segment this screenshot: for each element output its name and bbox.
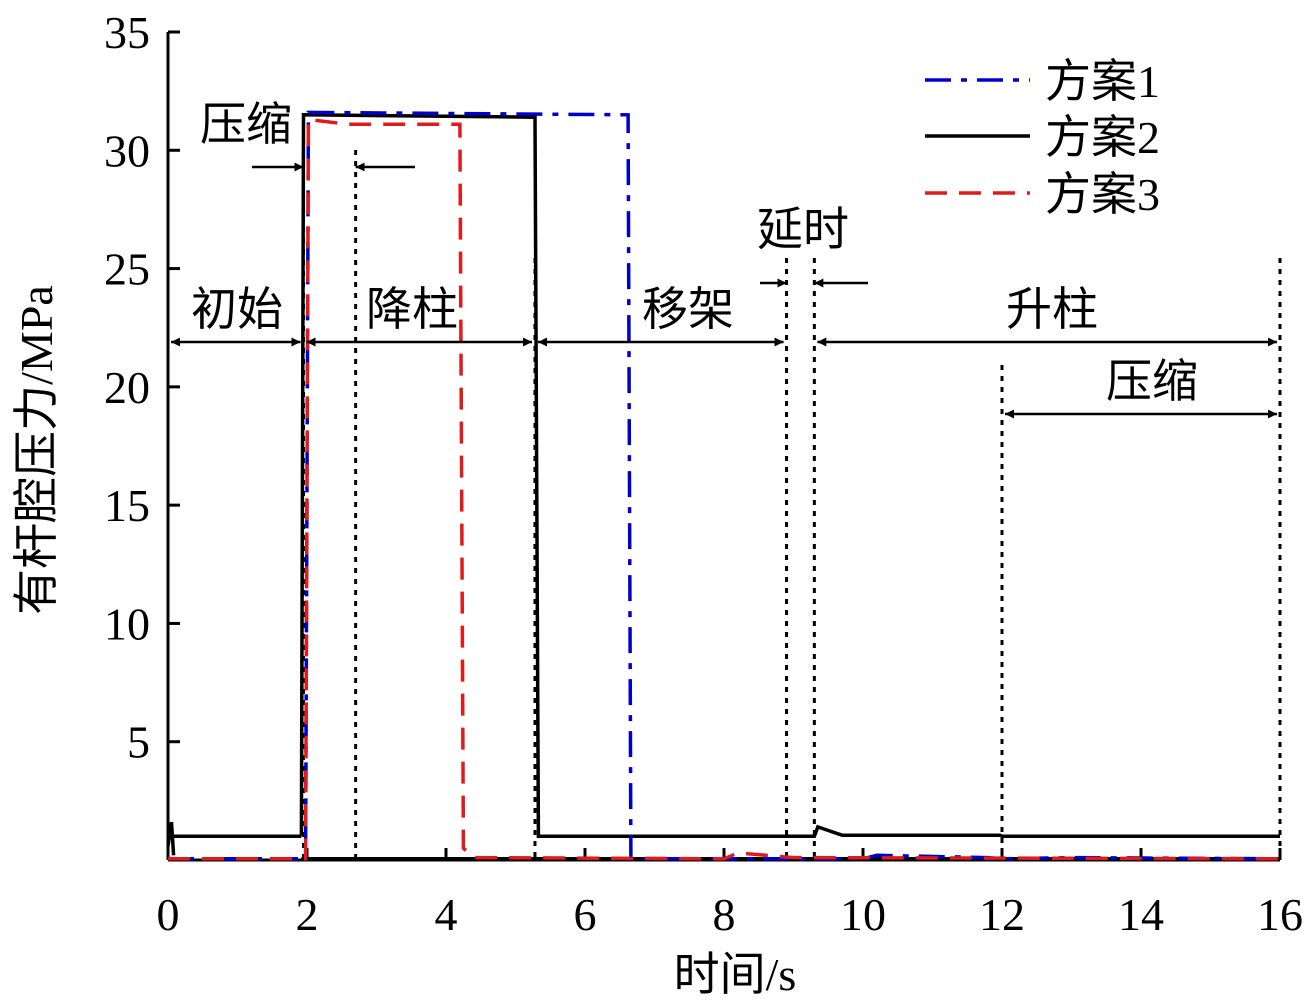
x-tick-label: 14 bbox=[1118, 889, 1164, 940]
y-tick-label: 10 bbox=[104, 598, 150, 649]
annot-label-compress-top: 压缩 bbox=[200, 99, 292, 150]
y-tick-label: 25 bbox=[104, 244, 150, 295]
y-tick-label: 5 bbox=[127, 717, 150, 768]
annot-label-move: 移架 bbox=[642, 284, 734, 335]
legend-label-1: 方案1 bbox=[1045, 56, 1160, 107]
x-tick-label: 12 bbox=[979, 889, 1025, 940]
x-tick-label: 6 bbox=[574, 889, 597, 940]
axes: 0 2 4 6 8 10 12 14 16 5 10 15 20 25 30 35 bbox=[104, 7, 1303, 940]
series-line-scheme2 bbox=[166, 821, 176, 856]
annot-label-delay: 延时 bbox=[757, 204, 849, 255]
y-tick-label: 20 bbox=[104, 362, 150, 413]
x-tick-label: 16 bbox=[1257, 889, 1303, 940]
series-line-scheme2 bbox=[299, 113, 1280, 839]
series-line-scheme3 bbox=[168, 117, 1281, 861]
legend-label-2: 方案2 bbox=[1045, 112, 1160, 163]
annot-label-compress-bottom: 压缩 bbox=[1106, 356, 1198, 407]
data-series bbox=[166, 110, 1281, 861]
phase-markers bbox=[302, 150, 1282, 860]
annot-label-raise: 升柱 bbox=[1006, 284, 1098, 335]
x-tick-label: 0 bbox=[157, 889, 180, 940]
y-tick-label: 15 bbox=[104, 480, 150, 531]
x-axis-title: 时间/s bbox=[674, 949, 797, 1000]
y-tick-label: 35 bbox=[104, 7, 150, 58]
annot-label-initial: 初始 bbox=[191, 284, 283, 335]
x-tick-label: 8 bbox=[713, 889, 736, 940]
annot-label-lower: 降柱 bbox=[366, 284, 458, 335]
x-tick-label: 2 bbox=[296, 889, 319, 940]
y-axis-title: 有杆腔压力/MPa bbox=[11, 285, 62, 615]
series-line-scheme1 bbox=[168, 110, 1281, 861]
x-tick-label: 10 bbox=[840, 889, 886, 940]
x-tick-label: 4 bbox=[435, 889, 458, 940]
legend-label-3: 方案3 bbox=[1045, 169, 1160, 220]
y-tick-label: 30 bbox=[104, 125, 150, 176]
